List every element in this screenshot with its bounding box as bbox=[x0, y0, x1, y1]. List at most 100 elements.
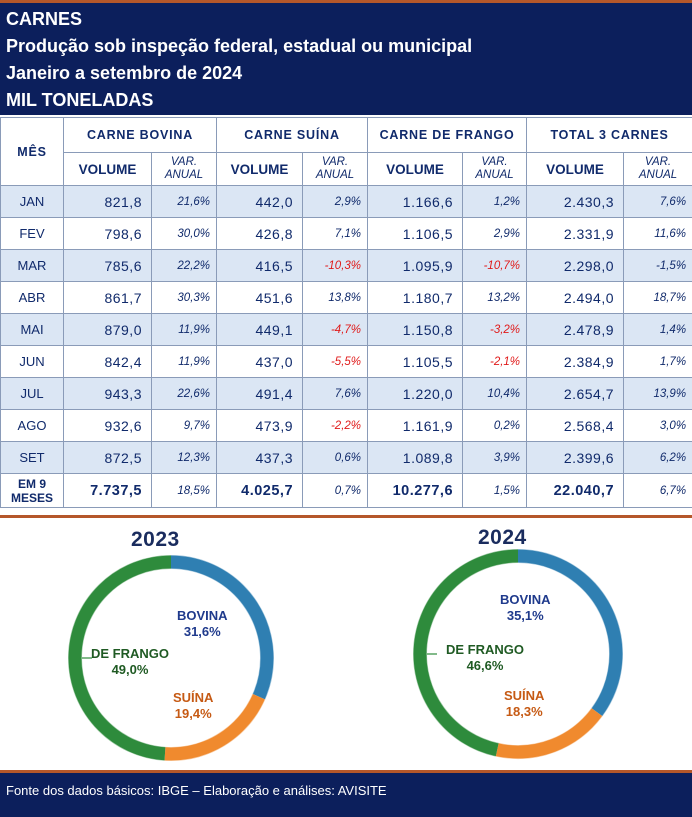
var-cell-bovina: 21,6% bbox=[150, 185, 218, 218]
table-row: MAR 785,6 22,2% 416,5 -10,3% 1.095,9 -10,7% 2.2… bbox=[0, 249, 692, 282]
group-header-total: TOTAL 3 CARNES bbox=[526, 117, 692, 153]
label-2023-frango-value: 49,0% bbox=[111, 662, 149, 677]
var-cell-total: 1,4% bbox=[623, 313, 692, 346]
volume-cell-frango: 1.106,5 bbox=[367, 217, 464, 250]
label-2024-suina: SUÍNA 18,3% bbox=[504, 688, 544, 720]
chart-2024: 2024 BOVINA 35,1% DE FRANGO 46,6% SUÍNA … bbox=[390, 520, 645, 760]
volume-cell-total: 2.331,9 bbox=[526, 217, 625, 250]
volume-cell-frango: 1.150,8 bbox=[367, 313, 464, 346]
donut-2023 bbox=[67, 554, 275, 762]
donut-slice-2023-suina bbox=[164, 693, 266, 761]
total-volume-cell-frango: 10.277,6 bbox=[367, 473, 464, 508]
total-label-line1: EM 9 bbox=[17, 476, 46, 491]
label-2024-frango: DE FRANGO 46,6% bbox=[446, 642, 524, 674]
label-2024-bovina: BOVINA 35,1% bbox=[500, 592, 551, 624]
var-cell-suina: 7,1% bbox=[302, 217, 369, 250]
total-volume-cell-bovina: 7.737,5 bbox=[63, 473, 152, 508]
header-subtitle: Produção sob inspeção federal, estadual … bbox=[6, 36, 473, 56]
var-cell-suina: -4,7% bbox=[302, 313, 369, 346]
var-cell-bovina: 11,9% bbox=[150, 313, 218, 346]
var-header-line2: ANUAL bbox=[475, 169, 514, 181]
label-2023-suina: SUÍNA 19,4% bbox=[173, 690, 213, 722]
header-period: Janeiro a setembro de 2024 bbox=[6, 63, 243, 83]
month-cell: MAR bbox=[0, 249, 64, 282]
month-cell: ABR bbox=[0, 281, 64, 314]
footer-source: Fonte dos dados básicos: IBGE – Elaboraç… bbox=[6, 783, 387, 798]
sub-header-row: VOLUME VAR. ANUAL VOLUME VAR. ANUAL VOLUME VAR.… bbox=[1, 152, 692, 186]
table-row: FEV 798,6 30,0% 426,8 7,1% 1.106,5 2,9% 2.331,9… bbox=[0, 217, 692, 250]
label-2023-frango: DE FRANGO 49,0% bbox=[91, 646, 169, 678]
var-header-bovina: VAR. ANUAL bbox=[150, 152, 218, 186]
volume-cell-frango: 1.180,7 bbox=[367, 281, 464, 314]
label-2023-suina-value: 19,4% bbox=[174, 706, 212, 721]
label-2024-frango-name: DE FRANGO bbox=[446, 642, 524, 657]
production-table: MÊS CARNE BOVINA CARNE SUÍNA CARNE DE FR… bbox=[0, 117, 692, 508]
group-header-suina: CARNE SUÍNA bbox=[216, 117, 369, 153]
var-header-total: VAR. ANUAL bbox=[623, 152, 692, 186]
var-cell-bovina: 12,3% bbox=[150, 441, 218, 474]
report-footer: Fonte dos dados básicos: IBGE – Elaboraç… bbox=[0, 770, 692, 817]
table-row: ABR 861,7 30,3% 451,6 13,8% 1.180,7 13,2% 2.494… bbox=[0, 281, 692, 314]
var-cell-total: 7,6% bbox=[623, 185, 692, 218]
volume-cell-suina: 426,8 bbox=[216, 217, 304, 250]
var-cell-bovina: 30,3% bbox=[150, 281, 218, 314]
var-cell-suina: -10,3% bbox=[302, 249, 369, 282]
donut-slice-2023-bovina bbox=[170, 555, 274, 700]
table-row: JUL 943,3 22,6% 491,4 7,6% 1.220,0 10,4% 2.654,… bbox=[0, 377, 692, 410]
volume-header-suina: VOLUME bbox=[216, 152, 304, 186]
chart-2023: 2023 BOVINA 31,6% DE FRANGO 49,0% SUÍNA … bbox=[47, 522, 297, 762]
total-var-cell-suina: 0,7% bbox=[302, 473, 369, 508]
table-row: SET 872,5 12,3% 437,3 0,6% 1.089,8 3,9% 2.399,6… bbox=[0, 441, 692, 474]
volume-cell-total: 2.430,3 bbox=[526, 185, 625, 218]
volume-cell-suina: 442,0 bbox=[216, 185, 304, 218]
volume-cell-suina: 473,9 bbox=[216, 409, 304, 442]
volume-cell-bovina: 821,8 bbox=[63, 185, 152, 218]
chart-2023-title: 2023 bbox=[131, 528, 180, 551]
var-cell-bovina: 11,9% bbox=[150, 345, 218, 378]
total-volume-cell-total: 22.040,7 bbox=[526, 473, 625, 508]
var-cell-frango: -2,1% bbox=[462, 345, 528, 378]
var-cell-total: 6,2% bbox=[623, 441, 692, 474]
table-row: JAN 821,8 21,6% 442,0 2,9% 1.166,6 1,2% 2.430,3… bbox=[0, 185, 692, 218]
var-header-line1: VAR. bbox=[481, 156, 508, 168]
month-cell: JUL bbox=[0, 377, 64, 410]
label-2023-frango-name: DE FRANGO bbox=[91, 646, 169, 661]
volume-cell-frango: 1.220,0 bbox=[367, 377, 464, 410]
var-header-line2: ANUAL bbox=[638, 169, 678, 181]
month-cell: FEV bbox=[0, 217, 64, 250]
volume-cell-bovina: 872,5 bbox=[63, 441, 152, 474]
label-2024-suina-name: SUÍNA bbox=[504, 688, 545, 703]
volume-header-bovina: VOLUME bbox=[63, 152, 152, 186]
var-header-suina: VAR. ANUAL bbox=[302, 152, 369, 186]
var-cell-suina: 0,6% bbox=[302, 441, 369, 474]
var-header-frango: VAR. ANUAL bbox=[462, 152, 528, 186]
var-cell-total: 13,9% bbox=[623, 377, 692, 410]
var-cell-total: 3,0% bbox=[623, 409, 692, 442]
var-cell-suina: 7,6% bbox=[302, 377, 369, 410]
table-body: JAN 821,8 21,6% 442,0 2,9% 1.166,6 1,2% 2.430,3… bbox=[0, 185, 692, 508]
volume-cell-bovina: 785,6 bbox=[63, 249, 152, 282]
volume-cell-total: 2.478,9 bbox=[526, 313, 625, 346]
var-cell-total: 11,6% bbox=[623, 217, 692, 250]
volume-cell-total: 2.384,9 bbox=[526, 345, 625, 378]
donut-slice-2023-frango bbox=[68, 555, 172, 761]
donut-rim-outer bbox=[67, 554, 275, 762]
volume-cell-bovina: 932,6 bbox=[63, 409, 152, 442]
volume-header-frango: VOLUME bbox=[367, 152, 464, 186]
donut-slice-2024-frango bbox=[413, 549, 519, 757]
var-header-line2: ANUAL bbox=[315, 169, 355, 181]
total-label-line2: MESES bbox=[10, 490, 53, 505]
var-cell-suina: -5,5% bbox=[302, 345, 369, 378]
var-cell-total: -1,5% bbox=[623, 249, 692, 282]
header-unit: MIL TONELADAS bbox=[6, 90, 154, 110]
var-header-line1: VAR. bbox=[170, 156, 198, 168]
var-cell-frango: 13,2% bbox=[462, 281, 528, 314]
volume-cell-bovina: 842,4 bbox=[63, 345, 152, 378]
label-2023-suina-name: SUÍNA bbox=[173, 690, 214, 705]
volume-header-total: VOLUME bbox=[526, 152, 625, 186]
header-title: CARNES bbox=[6, 9, 83, 29]
var-cell-suina: 2,9% bbox=[302, 185, 369, 218]
var-cell-suina: 13,8% bbox=[302, 281, 369, 314]
var-header-line1: VAR. bbox=[321, 156, 349, 168]
label-2024-bovina-name: BOVINA bbox=[500, 592, 551, 607]
